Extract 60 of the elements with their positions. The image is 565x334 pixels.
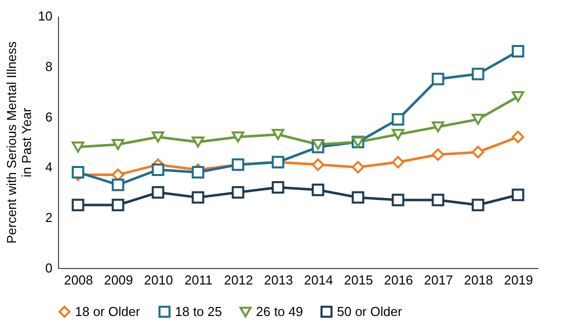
x-tick-label: 2015 (344, 272, 373, 288)
point (352, 160, 364, 174)
point (272, 128, 284, 140)
point (152, 131, 164, 142)
point (192, 136, 204, 148)
point (192, 166, 204, 178)
point (72, 166, 84, 178)
legend-label: 50 or Older (337, 304, 403, 319)
x-tick-label: 2013 (264, 272, 293, 288)
point (392, 156, 404, 168)
y-tick-label: 0 (45, 260, 52, 276)
point (112, 178, 124, 192)
point (392, 128, 404, 140)
point (432, 121, 444, 132)
point (472, 114, 484, 125)
point (112, 138, 124, 150)
point (72, 198, 84, 212)
x-tick-label: 2011 (184, 272, 212, 288)
x-tick-label: 2010 (144, 272, 173, 288)
y-tick-label: 2 (45, 210, 52, 226)
legend-label: 26 to 49 (256, 304, 303, 320)
point (432, 148, 444, 161)
point (352, 191, 364, 204)
x-tick-label: 2019 (504, 272, 533, 288)
point (392, 113, 404, 126)
point (112, 198, 124, 212)
x-tick-label: 2014 (304, 272, 333, 288)
point (152, 163, 164, 176)
x-tick-label: 2009 (104, 272, 133, 288)
point (312, 138, 324, 150)
point (512, 45, 524, 58)
x-tick-label: 2017 (424, 272, 453, 288)
point (512, 130, 524, 144)
point (152, 186, 164, 199)
y-tick-label: 10 (38, 8, 52, 24)
point (512, 188, 524, 202)
x-tick-label: 2018 (464, 272, 493, 288)
point (232, 186, 244, 199)
y-axis-title: Percent with Serious Mental Illness in Past Year (4, 40, 34, 244)
legend-label: 18 to 25 (175, 304, 222, 319)
point (312, 158, 324, 171)
x-tick-label: 2012 (224, 272, 253, 288)
point (472, 146, 484, 158)
point (432, 194, 444, 206)
point (512, 91, 524, 102)
x-tick-label: 2016 (384, 272, 413, 288)
point (312, 184, 324, 196)
y-tick-label: 8 (45, 58, 52, 74)
x-tick-label: 2008 (64, 272, 93, 288)
y-tick-label: 6 (45, 109, 52, 124)
point (472, 198, 484, 212)
point (272, 181, 284, 194)
point (432, 72, 444, 86)
point (392, 194, 404, 206)
y-tick-label: 4 (45, 160, 52, 175)
point (192, 191, 204, 204)
point (72, 142, 84, 153)
point (472, 68, 484, 80)
legend-label: 18 or Older (75, 304, 141, 319)
point (232, 131, 244, 142)
